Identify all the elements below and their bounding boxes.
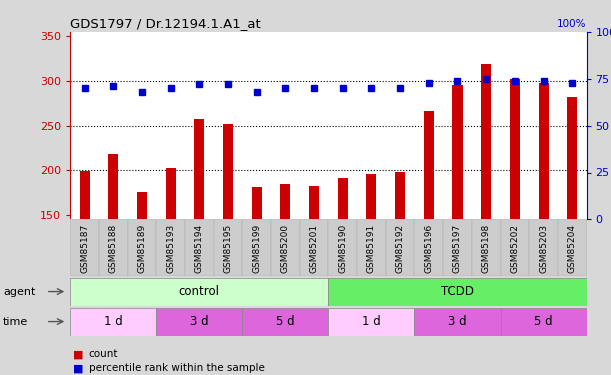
Bar	[214, 219, 243, 276]
Bar	[156, 219, 185, 276]
Text: GSM85201: GSM85201	[310, 224, 318, 273]
Text: GDS1797 / Dr.12194.1.A1_at: GDS1797 / Dr.12194.1.A1_at	[70, 17, 261, 30]
Bar	[70, 308, 156, 336]
Text: TCDD: TCDD	[441, 285, 474, 298]
Bar	[481, 64, 491, 219]
Bar	[156, 308, 243, 336]
Bar	[329, 219, 357, 276]
Text: GSM85194: GSM85194	[195, 224, 204, 273]
Bar	[386, 219, 414, 276]
Bar	[329, 308, 414, 336]
Text: GSM85195: GSM85195	[224, 224, 233, 273]
Bar	[424, 111, 434, 219]
Bar	[70, 278, 329, 306]
Bar	[243, 219, 271, 276]
Text: GSM85203: GSM85203	[539, 224, 548, 273]
Bar	[472, 219, 500, 276]
Bar	[367, 174, 376, 219]
Text: GSM85204: GSM85204	[568, 224, 577, 273]
Bar	[252, 187, 262, 219]
Bar	[300, 219, 329, 276]
Bar	[453, 84, 463, 219]
Text: 3 d: 3 d	[190, 315, 208, 328]
Bar	[70, 219, 99, 276]
Text: GSM85200: GSM85200	[281, 224, 290, 273]
Text: 100%: 100%	[557, 19, 587, 29]
Bar	[194, 119, 204, 219]
Text: GSM85189: GSM85189	[137, 224, 147, 273]
Text: agent: agent	[3, 286, 35, 297]
Bar	[414, 308, 500, 336]
Text: GSM85187: GSM85187	[80, 224, 89, 273]
Text: GSM85199: GSM85199	[252, 224, 262, 273]
Text: ■: ■	[73, 363, 84, 373]
Bar	[329, 278, 587, 306]
Text: GSM85197: GSM85197	[453, 224, 462, 273]
Bar	[166, 168, 176, 219]
Text: time: time	[3, 316, 28, 327]
Text: 5 d: 5 d	[276, 315, 295, 328]
Bar	[538, 83, 549, 219]
Bar	[128, 219, 156, 276]
Text: GSM85188: GSM85188	[109, 224, 118, 273]
Text: 1 d: 1 d	[104, 315, 123, 328]
Bar	[99, 219, 128, 276]
Text: GSM85190: GSM85190	[338, 224, 347, 273]
Text: count: count	[89, 350, 118, 359]
Text: control: control	[179, 285, 220, 298]
Text: 5 d: 5 d	[534, 315, 553, 328]
Bar	[243, 308, 328, 336]
Bar	[510, 79, 520, 219]
Bar	[309, 186, 319, 219]
Text: GSM85202: GSM85202	[510, 224, 519, 273]
Bar	[223, 124, 233, 219]
Bar	[338, 178, 348, 219]
Text: ■: ■	[73, 350, 84, 359]
Bar	[271, 219, 300, 276]
Text: GSM85198: GSM85198	[481, 224, 491, 273]
Bar	[500, 308, 587, 336]
Bar	[529, 219, 558, 276]
Bar	[395, 172, 405, 219]
Text: GSM85196: GSM85196	[424, 224, 433, 273]
Bar	[443, 219, 472, 276]
Bar	[185, 219, 214, 276]
Bar	[414, 219, 443, 276]
Text: GSM85192: GSM85192	[395, 224, 404, 273]
Text: GSM85193: GSM85193	[166, 224, 175, 273]
Bar	[137, 192, 147, 219]
Text: GSM85191: GSM85191	[367, 224, 376, 273]
Text: 1 d: 1 d	[362, 315, 381, 328]
Bar	[567, 97, 577, 219]
Bar	[558, 219, 587, 276]
Bar	[500, 219, 529, 276]
Bar	[108, 154, 119, 219]
Text: 3 d: 3 d	[448, 315, 467, 328]
Bar	[280, 184, 290, 219]
Text: percentile rank within the sample: percentile rank within the sample	[89, 363, 265, 373]
Bar	[357, 219, 386, 276]
Bar	[79, 171, 90, 219]
